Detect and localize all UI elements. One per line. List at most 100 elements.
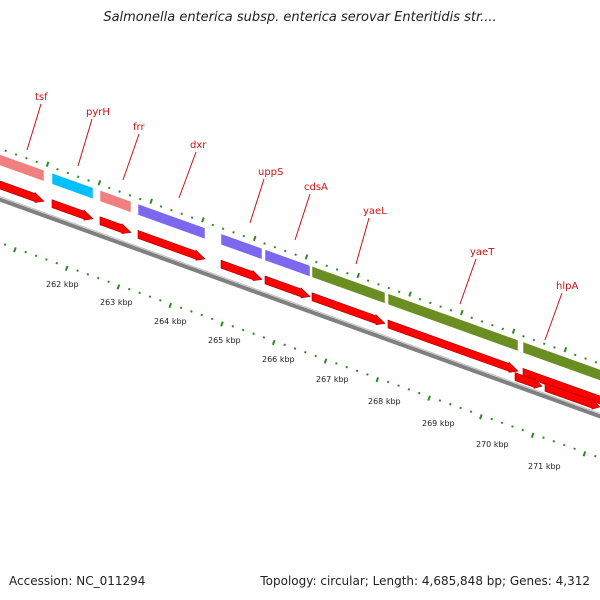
lower-tick bbox=[200, 313, 204, 317]
cds-arrow bbox=[220, 259, 263, 282]
cds-arrow bbox=[514, 372, 543, 389]
kbp-label: 268 kbp bbox=[368, 397, 401, 406]
lower-tick bbox=[582, 451, 587, 457]
cds-arrow bbox=[99, 216, 132, 235]
lower-tick bbox=[76, 269, 79, 272]
upper-tick bbox=[35, 160, 39, 164]
upper-tick bbox=[439, 305, 442, 308]
lower-tick bbox=[500, 421, 504, 425]
lower-tick bbox=[116, 284, 121, 290]
feature-uppS bbox=[220, 233, 263, 260]
upper-tick bbox=[594, 360, 598, 364]
kbp-label: 270 kbp bbox=[476, 440, 509, 449]
lower-tick bbox=[542, 436, 545, 439]
upper-tick bbox=[25, 156, 28, 160]
upper-tick bbox=[553, 346, 556, 349]
upper-tick bbox=[356, 272, 361, 279]
upper-tick bbox=[397, 290, 401, 294]
upper-tick bbox=[56, 168, 59, 171]
gene-leader-line bbox=[178, 151, 197, 199]
upper-tick bbox=[315, 260, 318, 264]
lower-tick bbox=[427, 395, 431, 401]
upper-tick bbox=[252, 235, 257, 242]
lower-tick bbox=[386, 380, 390, 384]
upper-tick bbox=[263, 242, 266, 245]
gene-leader-line bbox=[355, 217, 370, 265]
upper-tick bbox=[76, 175, 80, 179]
lower-tick bbox=[159, 299, 162, 302]
lower-tick bbox=[293, 347, 297, 350]
upper-tick bbox=[201, 217, 205, 223]
lower-tick bbox=[24, 250, 28, 254]
accession-text: Accession: NC_011294 bbox=[9, 574, 146, 588]
feature-hlpA bbox=[522, 341, 600, 381]
kbp-label: 263 kbp bbox=[100, 298, 133, 307]
lower-tick bbox=[231, 325, 235, 328]
lower-tick bbox=[96, 276, 100, 280]
upper-tick bbox=[408, 291, 412, 297]
gene-labels: tsf pyrH frr dxr uppS cdsA yaeL yaeT hlpA bbox=[26, 92, 578, 341]
upper-tick bbox=[87, 179, 90, 182]
gene-label-dxr: dxr bbox=[190, 140, 207, 151]
upper-tick bbox=[211, 223, 215, 227]
feature-cdsA bbox=[264, 249, 311, 277]
kbp-label: 271 kbp bbox=[528, 462, 561, 471]
kbp-label: 266 kbp bbox=[262, 355, 295, 364]
kbp-labels: 262 kbp 263 kbp 264 kbp 265 kbp 266 kbp 267 k… bbox=[46, 280, 561, 471]
lower-tick bbox=[107, 280, 110, 284]
upper-tick bbox=[428, 301, 432, 305]
lower-tick bbox=[314, 354, 317, 358]
upper-tick bbox=[221, 227, 225, 230]
lower-tick bbox=[262, 336, 266, 339]
upper-tick bbox=[190, 216, 194, 219]
lower-tick bbox=[220, 321, 224, 327]
upper-tick bbox=[97, 180, 102, 186]
upper-tick bbox=[501, 327, 505, 331]
upper-tick bbox=[346, 271, 349, 275]
lower-tick bbox=[593, 454, 597, 458]
kbp-label: 264 kbp bbox=[154, 317, 187, 326]
cds-track bbox=[0, 180, 600, 410]
lower-tick bbox=[3, 243, 7, 246]
upper-tick bbox=[563, 347, 568, 353]
gene-leader-line bbox=[122, 133, 140, 181]
genome-backbone bbox=[0, 196, 600, 419]
lower-tick bbox=[355, 369, 359, 373]
upper-tick bbox=[128, 194, 132, 197]
gene-label-tsf: tsf bbox=[35, 92, 48, 103]
kbp-label: 269 kbp bbox=[422, 419, 455, 428]
upper-tick bbox=[149, 198, 153, 204]
cds-arrow bbox=[311, 292, 386, 326]
gene-label-yaeT: yaeT bbox=[470, 247, 495, 258]
lower-tick bbox=[34, 254, 38, 258]
upper-tick bbox=[284, 249, 287, 253]
feature-tsf bbox=[0, 154, 45, 182]
lower-tick bbox=[148, 295, 152, 298]
feature-frr bbox=[99, 189, 132, 213]
cds-arrow bbox=[137, 230, 206, 261]
lower-tick bbox=[469, 410, 473, 413]
feature-yaeT bbox=[387, 293, 519, 352]
upper-tick bbox=[387, 286, 391, 290]
lower-tick bbox=[449, 402, 452, 406]
gene-leader-line bbox=[77, 118, 93, 167]
kbp-label: 262 kbp bbox=[46, 280, 79, 289]
feature-pyrH bbox=[51, 172, 94, 200]
genome-summary-text: Topology: circular; Length: 4,685,848 bp… bbox=[260, 574, 590, 588]
gene-label-pyrH: pyrH bbox=[86, 107, 110, 118]
lower-tick bbox=[271, 339, 276, 346]
lower-tick bbox=[13, 247, 17, 253]
upper-tick bbox=[366, 279, 370, 282]
gene-label-yaeL: yaeL bbox=[363, 206, 387, 217]
upper-tick bbox=[232, 231, 235, 234]
lower-tick bbox=[397, 384, 400, 387]
upper-tick bbox=[522, 335, 525, 338]
upper-tick bbox=[159, 205, 163, 208]
backbone-highlight bbox=[0, 196, 600, 414]
upper-tick bbox=[294, 253, 297, 256]
lower-tick bbox=[366, 373, 369, 376]
lower-tick bbox=[552, 440, 556, 443]
upper-tick bbox=[480, 320, 484, 323]
upper-tick bbox=[491, 323, 494, 327]
upper-tick bbox=[180, 212, 184, 216]
